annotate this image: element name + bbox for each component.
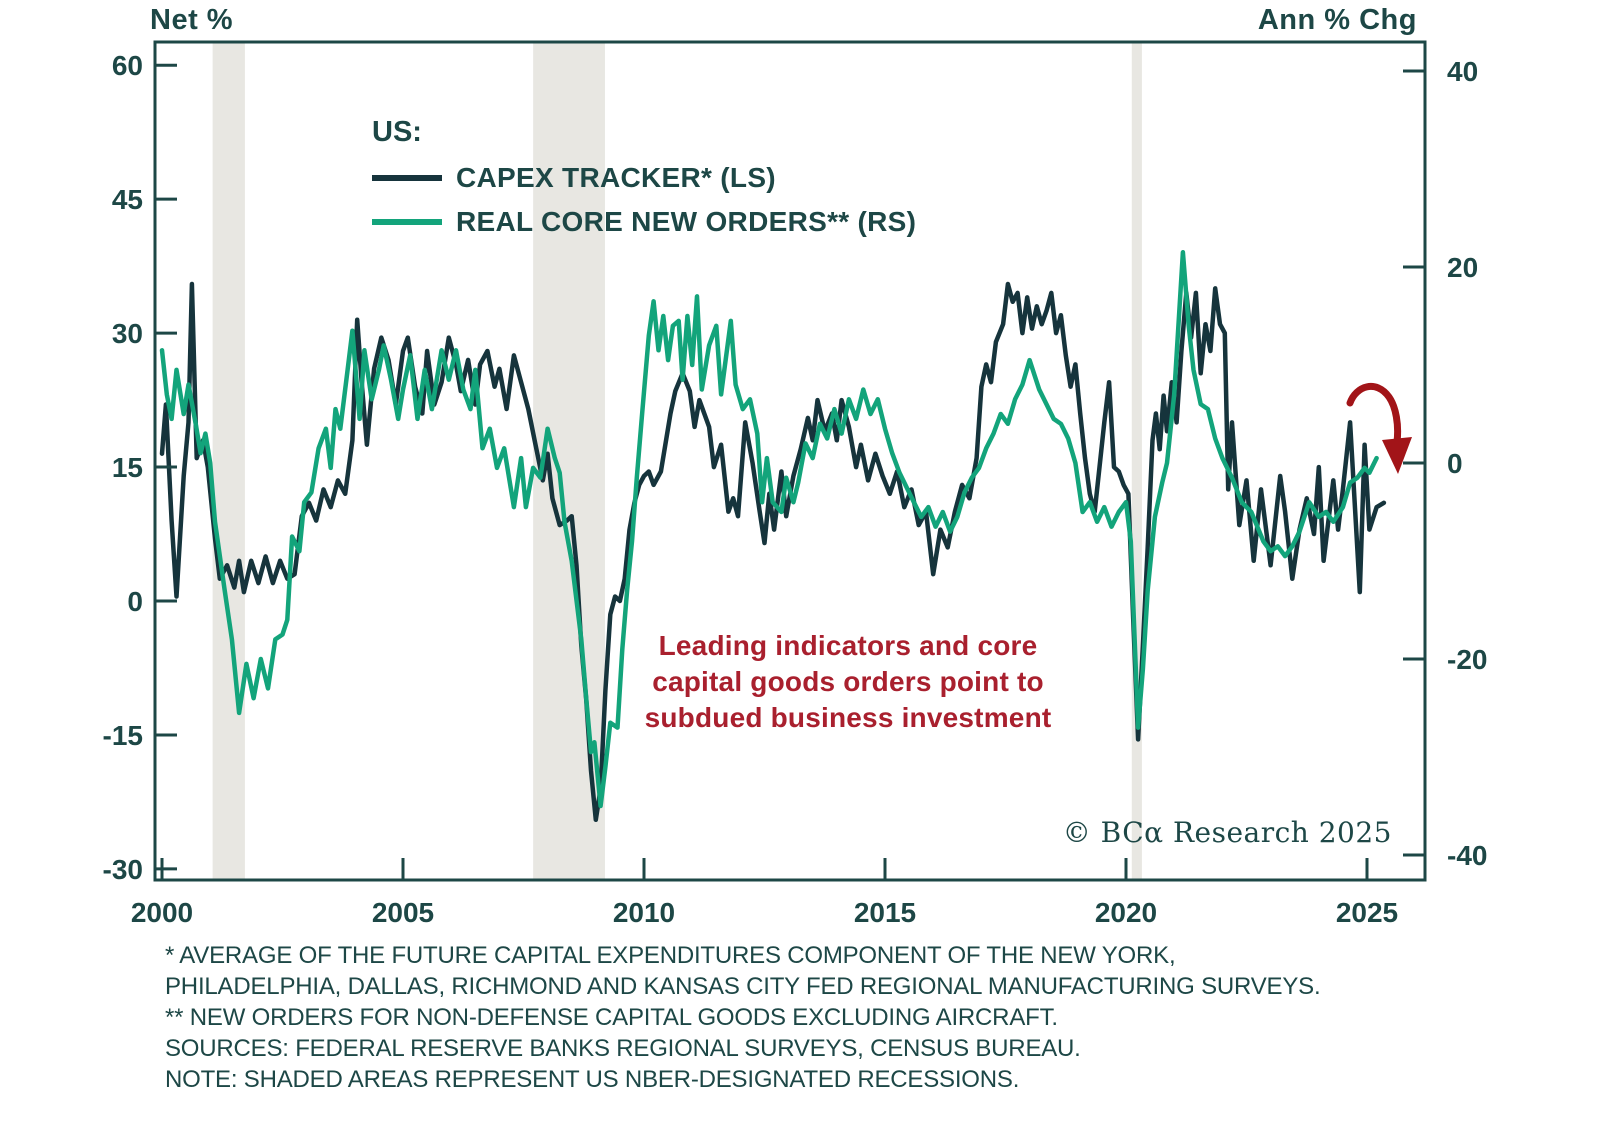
footnotes: * AVERAGE OF THE FUTURE CAPITAL EXPENDIT… — [165, 940, 1321, 1095]
capex-tracker-line — [159, 281, 1387, 823]
plot-border — [153, 40, 1427, 882]
left-axis-tick-label: -15 — [103, 720, 143, 751]
annotation-line: capital goods orders point to — [652, 666, 1044, 697]
down-arrow-icon — [1346, 383, 1402, 446]
right-axis-tick-label: -40 — [1447, 840, 1487, 871]
x-axis-tick-label: 2000 — [131, 897, 193, 928]
left-axis-title: Net % — [150, 4, 234, 36]
annotation-text: Leading indicators and core capital good… — [608, 628, 1088, 736]
left-axis-tick-label: -30 — [103, 854, 143, 885]
left-axis-tick-label: 60 — [112, 50, 143, 81]
x-axis-tick-label: 2020 — [1095, 897, 1157, 928]
legend-item-capex: CAPEX TRACKER* (LS) — [372, 162, 916, 193]
x-axis-tick-label: 2010 — [613, 897, 675, 928]
legend-item-orders: REAL CORE NEW ORDERS** (RS) — [372, 206, 917, 237]
right-axis-tick-label: -20 — [1447, 644, 1487, 675]
legend: US: CAPEX TRACKER* (LS) REAL CORE NEW OR… — [372, 116, 916, 237]
capex-line-swatch — [372, 175, 442, 181]
annotation-line: Leading indicators and core — [658, 630, 1038, 661]
legend-group-label: US: — [372, 116, 422, 148]
left-axis-tick-label: 0 — [127, 586, 143, 617]
copyright-text: © BCα Research 2025 — [1062, 816, 1392, 849]
legend-label-orders: REAL CORE NEW ORDERS** (RS) — [456, 206, 917, 237]
right-axis-tick-label: 20 — [1447, 252, 1478, 283]
legend-label-capex: CAPEX TRACKER* (LS) — [456, 162, 776, 193]
x-axis-tick-label: 2015 — [854, 897, 916, 928]
footnote-line: * AVERAGE OF THE FUTURE CAPITAL EXPENDIT… — [165, 942, 1176, 969]
right-axis-tick-label: 0 — [1447, 448, 1463, 479]
down-arrow-head-icon — [1382, 437, 1412, 474]
left-axis-tick-label: 15 — [112, 452, 143, 483]
footnote-line: NOTE: SHADED AREAS REPRESENT US NBER-DES… — [165, 1066, 1020, 1093]
footnote-line: SOURCES: FEDERAL RESERVE BANKS REGIONAL … — [165, 1035, 1081, 1062]
right-axis-title: Ann % Chg — [1257, 4, 1417, 36]
right-axis-tick-label: 40 — [1447, 56, 1478, 87]
recession-band — [212, 42, 245, 880]
footnote-line: PHILADELPHIA, DALLAS, RICHMOND AND KANSA… — [165, 973, 1321, 1000]
recession-band — [1131, 42, 1142, 880]
real-core-new-orders-line — [159, 250, 1379, 809]
x-axis-tick-label: 2005 — [372, 897, 434, 928]
footnote-line: ** NEW ORDERS FOR NON-DEFENSE CAPITAL GO… — [165, 1004, 1058, 1031]
annotation-line: subdued business investment — [644, 702, 1052, 733]
orders-line-swatch — [372, 219, 442, 225]
left-axis-tick-label: 30 — [112, 318, 143, 349]
left-axis-tick-label: 45 — [112, 184, 143, 215]
x-axis-tick-label: 2025 — [1336, 897, 1398, 928]
